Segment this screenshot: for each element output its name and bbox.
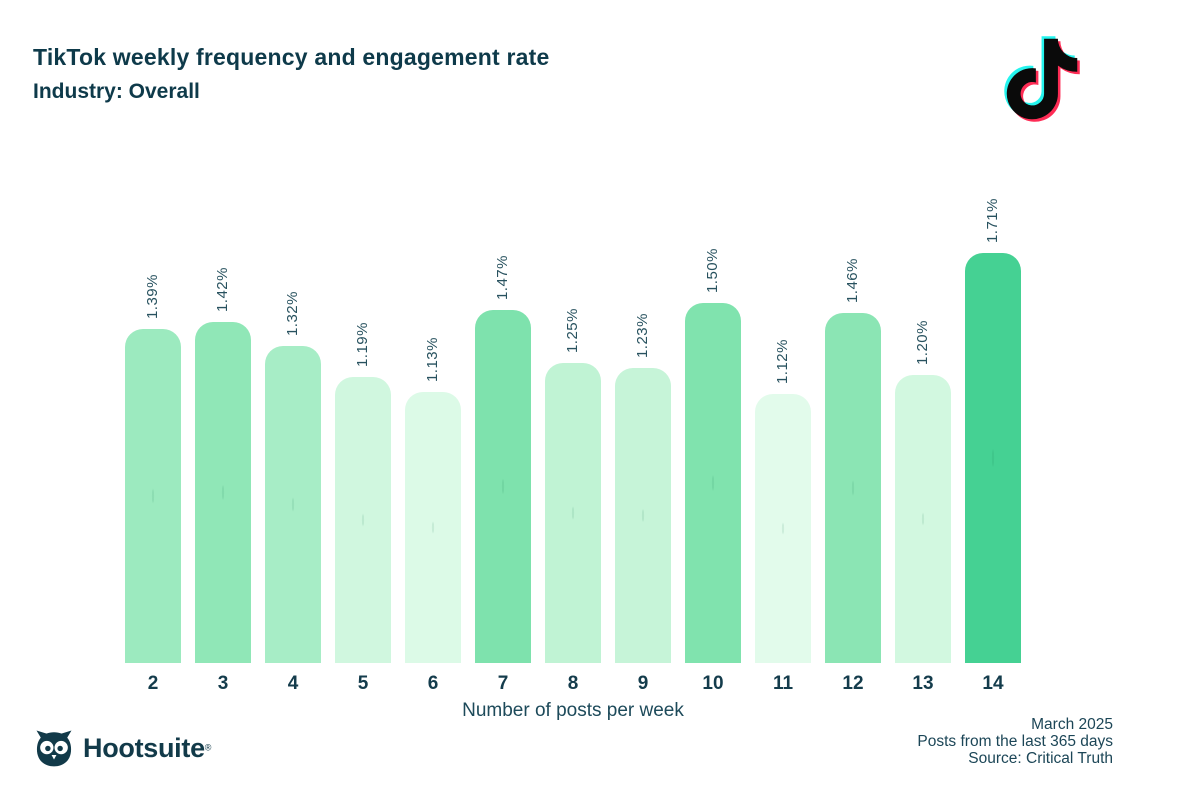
meta-date: March 2025 — [1031, 716, 1113, 733]
bar — [615, 368, 671, 663]
registered-mark: ® — [204, 742, 212, 753]
meta-source: Source: Critical Truth — [968, 750, 1113, 767]
x-tick-label: 9 — [637, 673, 649, 694]
bar-value-label: 1.25% — [564, 307, 581, 353]
bar-value-label: 1.12% — [774, 338, 791, 384]
bar-value-label: 1.23% — [634, 312, 651, 358]
bar-value-label: 1.50% — [704, 247, 721, 293]
x-tick-label: 3 — [217, 673, 229, 694]
bar-value-label: 1.42% — [214, 266, 231, 312]
bar-value-label: 1.20% — [914, 319, 931, 365]
bar-value-label: 1.71% — [984, 197, 1001, 243]
meta-range: Posts from the last 365 days — [917, 733, 1113, 750]
bar-value-label: 1.13% — [424, 336, 441, 382]
x-tick-label: 8 — [567, 673, 579, 694]
x-tick-label: 12 — [842, 673, 864, 694]
page-subtitle: Industry: Overall — [33, 80, 200, 103]
hootsuite-owl-icon — [36, 730, 72, 767]
bar — [965, 253, 1021, 663]
bar-value-label: 1.32% — [284, 290, 301, 336]
plot-area: 1.39% 1.42% 1.32% 1.19% 1.13% 1.47% 1.25% 1.23%… — [125, 170, 1021, 663]
bar-chart: 1.39% 1.42% 1.32% 1.19% 1.13% 1.47% 1.25% 1.23%… — [125, 170, 1021, 721]
bar — [755, 394, 811, 663]
bar — [825, 313, 881, 663]
x-axis-label: Number of posts per week — [462, 700, 684, 721]
x-tick-label: 6 — [427, 673, 439, 694]
bar — [475, 310, 531, 663]
x-tick-label: 4 — [287, 673, 299, 694]
bar — [125, 329, 181, 663]
source-note: March 2025 Posts from the last 365 days … — [917, 716, 1113, 767]
page-title: TikTok weekly frequency and engagement r… — [33, 44, 550, 70]
x-tick-label: 7 — [497, 673, 509, 694]
bar-value-label: 1.19% — [354, 321, 371, 367]
bar-value-label: 1.47% — [494, 254, 511, 300]
bar — [405, 392, 461, 663]
x-tick-label: 2 — [147, 673, 159, 694]
hootsuite-wordmark: Hootsuite — [83, 732, 205, 763]
bar — [335, 377, 391, 663]
x-tick-label: 11 — [772, 673, 794, 694]
bar — [895, 375, 951, 663]
x-tick-label: 13 — [912, 673, 934, 694]
bar — [685, 303, 741, 663]
bar — [545, 363, 601, 663]
x-tick-label: 5 — [357, 673, 369, 694]
bar — [265, 346, 321, 663]
bar-value-label: 1.46% — [844, 257, 861, 303]
bar-value-label: 1.39% — [144, 273, 161, 319]
tiktok-logo-icon — [1004, 36, 1080, 122]
bar — [195, 322, 251, 663]
hootsuite-logo: Hootsuite® — [33, 727, 211, 769]
x-tick-label: 10 — [702, 673, 724, 694]
x-tick-label: 14 — [982, 673, 1004, 694]
